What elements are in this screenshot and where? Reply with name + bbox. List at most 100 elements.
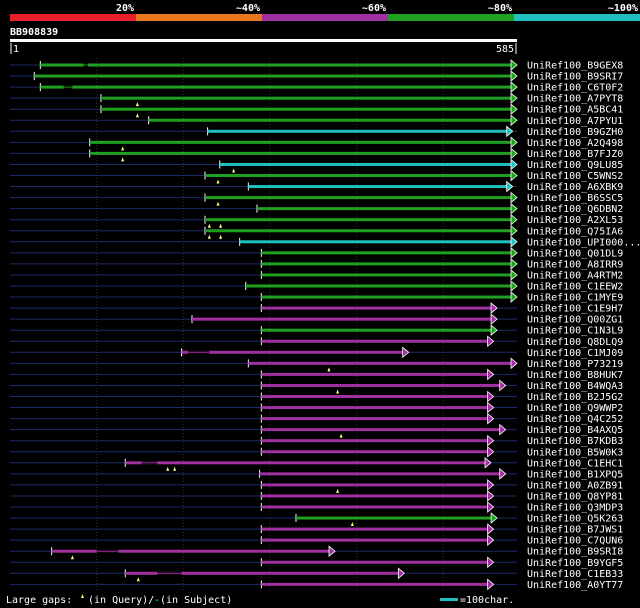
hit-label[interactable]: UniRef100_C1MYE9	[527, 293, 623, 304]
hit-row[interactable]: UniRef100_C7QUN6	[10, 534, 623, 547]
hit-row[interactable]: UniRef100_B9GEX8	[10, 59, 623, 72]
hit-label[interactable]: UniRef100_Q4C252	[527, 414, 623, 425]
hit-label[interactable]: UniRef100_B8HUK7	[527, 370, 623, 381]
hit-row[interactable]: UniRef100_Q8DLQ9	[10, 335, 623, 348]
hit-label[interactable]: UniRef100_C7QUN6	[527, 536, 623, 547]
hit-row[interactable]: UniRef100_B1XPQ5	[10, 467, 623, 481]
hit-row[interactable]: UniRef100_B7FJZ0	[10, 147, 623, 162]
hit-row[interactable]: UniRef100_Q4C252	[10, 412, 623, 426]
hit-label[interactable]: UniRef100_A4RTM2	[527, 270, 623, 281]
hit-row[interactable]: UniRef100_Q9LU85	[10, 158, 623, 173]
hit-row[interactable]: UniRef100_C1MYE9	[10, 291, 623, 304]
hit-label[interactable]: UniRef100_Q8DLQ9	[527, 337, 623, 348]
hit-label[interactable]: UniRef100_Q9WWP2	[527, 403, 623, 414]
hit-label[interactable]: UniRef100_Q75IA6	[527, 226, 623, 237]
hit-label[interactable]: UniRef100_C1MJ09	[527, 348, 623, 359]
hit-label[interactable]: UniRef100_A5BC41	[527, 105, 623, 116]
hit-row[interactable]: UniRef100_B8HUK7	[10, 368, 623, 381]
hit-row[interactable]: UniRef100_A4RTM2	[10, 269, 623, 282]
hit-label[interactable]: UniRef100_B1XPQ5	[527, 469, 623, 480]
hit-row[interactable]: UniRef100_C1EHC1	[10, 456, 623, 471]
hit-row[interactable]: UniRef100_B9GZH0	[10, 125, 623, 138]
hit-bar	[207, 129, 508, 133]
hit-row[interactable]: UniRef100_C1E9H7	[10, 302, 623, 315]
hit-row[interactable]: UniRef100_A2XL53	[10, 213, 623, 228]
hit-row[interactable]: UniRef100_A8IRR9	[10, 258, 623, 271]
hit-label[interactable]: UniRef100_B9YGF5	[527, 558, 623, 569]
hit-label[interactable]: UniRef100_A0ZB91	[527, 480, 623, 491]
hit-label[interactable]: UniRef100_B7FJZ0	[527, 149, 623, 160]
hit-label[interactable]: UniRef100_C5WNS2	[527, 171, 623, 182]
hit-label[interactable]: UniRef100_Q8YP81	[527, 491, 623, 502]
hit-row[interactable]: UniRef100_C1EB33	[10, 567, 623, 582]
hit-row[interactable]: UniRef100_C5WNS2	[10, 169, 623, 184]
hit-label[interactable]: UniRef100_B6SSC5	[527, 193, 623, 204]
hit-label[interactable]: UniRef100_Q5K263	[527, 514, 623, 525]
hit-label[interactable]: UniRef100_B9SRI8	[527, 547, 623, 558]
hit-label[interactable]: UniRef100_A0YT77	[527, 580, 623, 591]
hit-label[interactable]: UniRef100_B2J5G2	[527, 392, 623, 403]
hit-row[interactable]: UniRef100_Q8YP81	[10, 490, 623, 503]
hit-row[interactable]: UniRef100_A6XBK9	[10, 180, 623, 194]
hit-row[interactable]: UniRef100_Q3MDP3	[10, 501, 623, 514]
hit-row[interactable]: UniRef100_A7PYT8	[10, 92, 623, 107]
hit-row[interactable]: UniRef100_B4AXQ5	[10, 423, 623, 438]
hit-row[interactable]: UniRef100_A7PYU1	[10, 114, 623, 127]
hit-row[interactable]: UniRef100_B7JWS1	[10, 523, 623, 536]
hit-label[interactable]: UniRef100_UPI000...	[527, 237, 640, 248]
hit-row[interactable]: UniRef100_Q00ZG1	[10, 313, 623, 326]
hit-row[interactable]: UniRef100_B4WQA3	[10, 379, 623, 394]
hit-label[interactable]: UniRef100_C1EEW2	[527, 282, 623, 293]
hit-label[interactable]: UniRef100_A7PYT8	[527, 94, 623, 105]
hit-label[interactable]: UniRef100_C1N3L9	[527, 326, 623, 337]
hit-row[interactable]: UniRef100_P73219	[10, 357, 623, 372]
hit-row[interactable]: UniRef100_C1EEW2	[10, 280, 623, 293]
hit-label[interactable]: UniRef100_B9GEX8	[527, 61, 623, 72]
hit-label[interactable]: UniRef100_B4AXQ5	[527, 425, 623, 436]
hit-row[interactable]: UniRef100_B9SRI8	[10, 545, 623, 560]
hit-row[interactable]: UniRef100_B9SRI7	[10, 70, 623, 83]
hit-row[interactable]: UniRef100_B2J5G2	[10, 390, 623, 404]
hit-label[interactable]: UniRef100_B9GZH0	[527, 127, 623, 138]
hit-label[interactable]: UniRef100_Q3MDP3	[527, 503, 623, 514]
hit-label[interactable]: UniRef100_B4WQA3	[527, 381, 623, 392]
hit-row[interactable]: UniRef100_Q9WWP2	[10, 401, 623, 415]
hit-label[interactable]: UniRef100_A7PYU1	[527, 116, 623, 127]
hit-label[interactable]: UniRef100_P73219	[527, 359, 623, 370]
hit-row[interactable]: UniRef100_B7KDB3	[10, 434, 623, 448]
hit-label[interactable]: UniRef100_A8IRR9	[527, 259, 623, 270]
hit-label[interactable]: UniRef100_C1EB33	[527, 569, 623, 580]
hit-label[interactable]: UniRef100_A6XBK9	[527, 182, 623, 193]
hit-label[interactable]: UniRef100_Q9LU85	[527, 160, 623, 171]
hit-row[interactable]: UniRef100_UPI000...	[10, 235, 640, 249]
hit-label[interactable]: UniRef100_B7KDB3	[527, 436, 623, 447]
hit-row[interactable]: UniRef100_C6T0F2	[10, 81, 623, 94]
hit-label[interactable]: UniRef100_C6T0F2	[527, 83, 623, 94]
hit-bar	[219, 162, 512, 166]
hit-row[interactable]: UniRef100_Q01DL9	[10, 246, 623, 260]
hit-label[interactable]: UniRef100_B7JWS1	[527, 525, 623, 536]
hit-row[interactable]: UniRef100_C1MJ09	[10, 346, 623, 359]
hit-label[interactable]: UniRef100_B5W0K3	[527, 447, 623, 458]
hit-label[interactable]: UniRef100_A2Q498	[527, 138, 623, 149]
hit-label[interactable]: UniRef100_A2XL53	[527, 215, 623, 226]
hit-label[interactable]: UniRef100_C1EHC1	[527, 458, 623, 469]
hit-row[interactable]: UniRef100_B6SSC5	[10, 191, 623, 206]
hit-row[interactable]: UniRef100_A5BC41	[10, 103, 623, 118]
hit-row[interactable]: UniRef100_Q6DBN2	[10, 202, 623, 216]
query-gap-marker	[232, 168, 236, 173]
gap-legend-subject: (in Subject)	[160, 595, 232, 606]
hit-row[interactable]: UniRef100_C1N3L9	[10, 324, 623, 337]
hit-label[interactable]: UniRef100_B9SRI7	[527, 72, 623, 83]
hit-row[interactable]: UniRef100_Q75IA6	[10, 224, 623, 239]
hit-row[interactable]: UniRef100_B5W0K3	[10, 445, 623, 459]
hit-row[interactable]: UniRef100_A2Q498	[10, 136, 623, 151]
hit-row[interactable]: UniRef100_Q5K263	[10, 512, 623, 527]
hit-label[interactable]: UniRef100_Q00ZG1	[527, 315, 623, 326]
hit-row[interactable]: UniRef100_A0ZB91	[10, 479, 623, 493]
hit-label[interactable]: UniRef100_Q01DL9	[527, 248, 623, 259]
hit-row[interactable]: UniRef100_B9YGF5	[10, 556, 623, 569]
hit-label[interactable]: UniRef100_C1E9H7	[527, 304, 623, 315]
hit-label[interactable]: UniRef100_Q6DBN2	[527, 204, 623, 215]
hit-row[interactable]: UniRef100_A0YT77	[10, 578, 623, 591]
